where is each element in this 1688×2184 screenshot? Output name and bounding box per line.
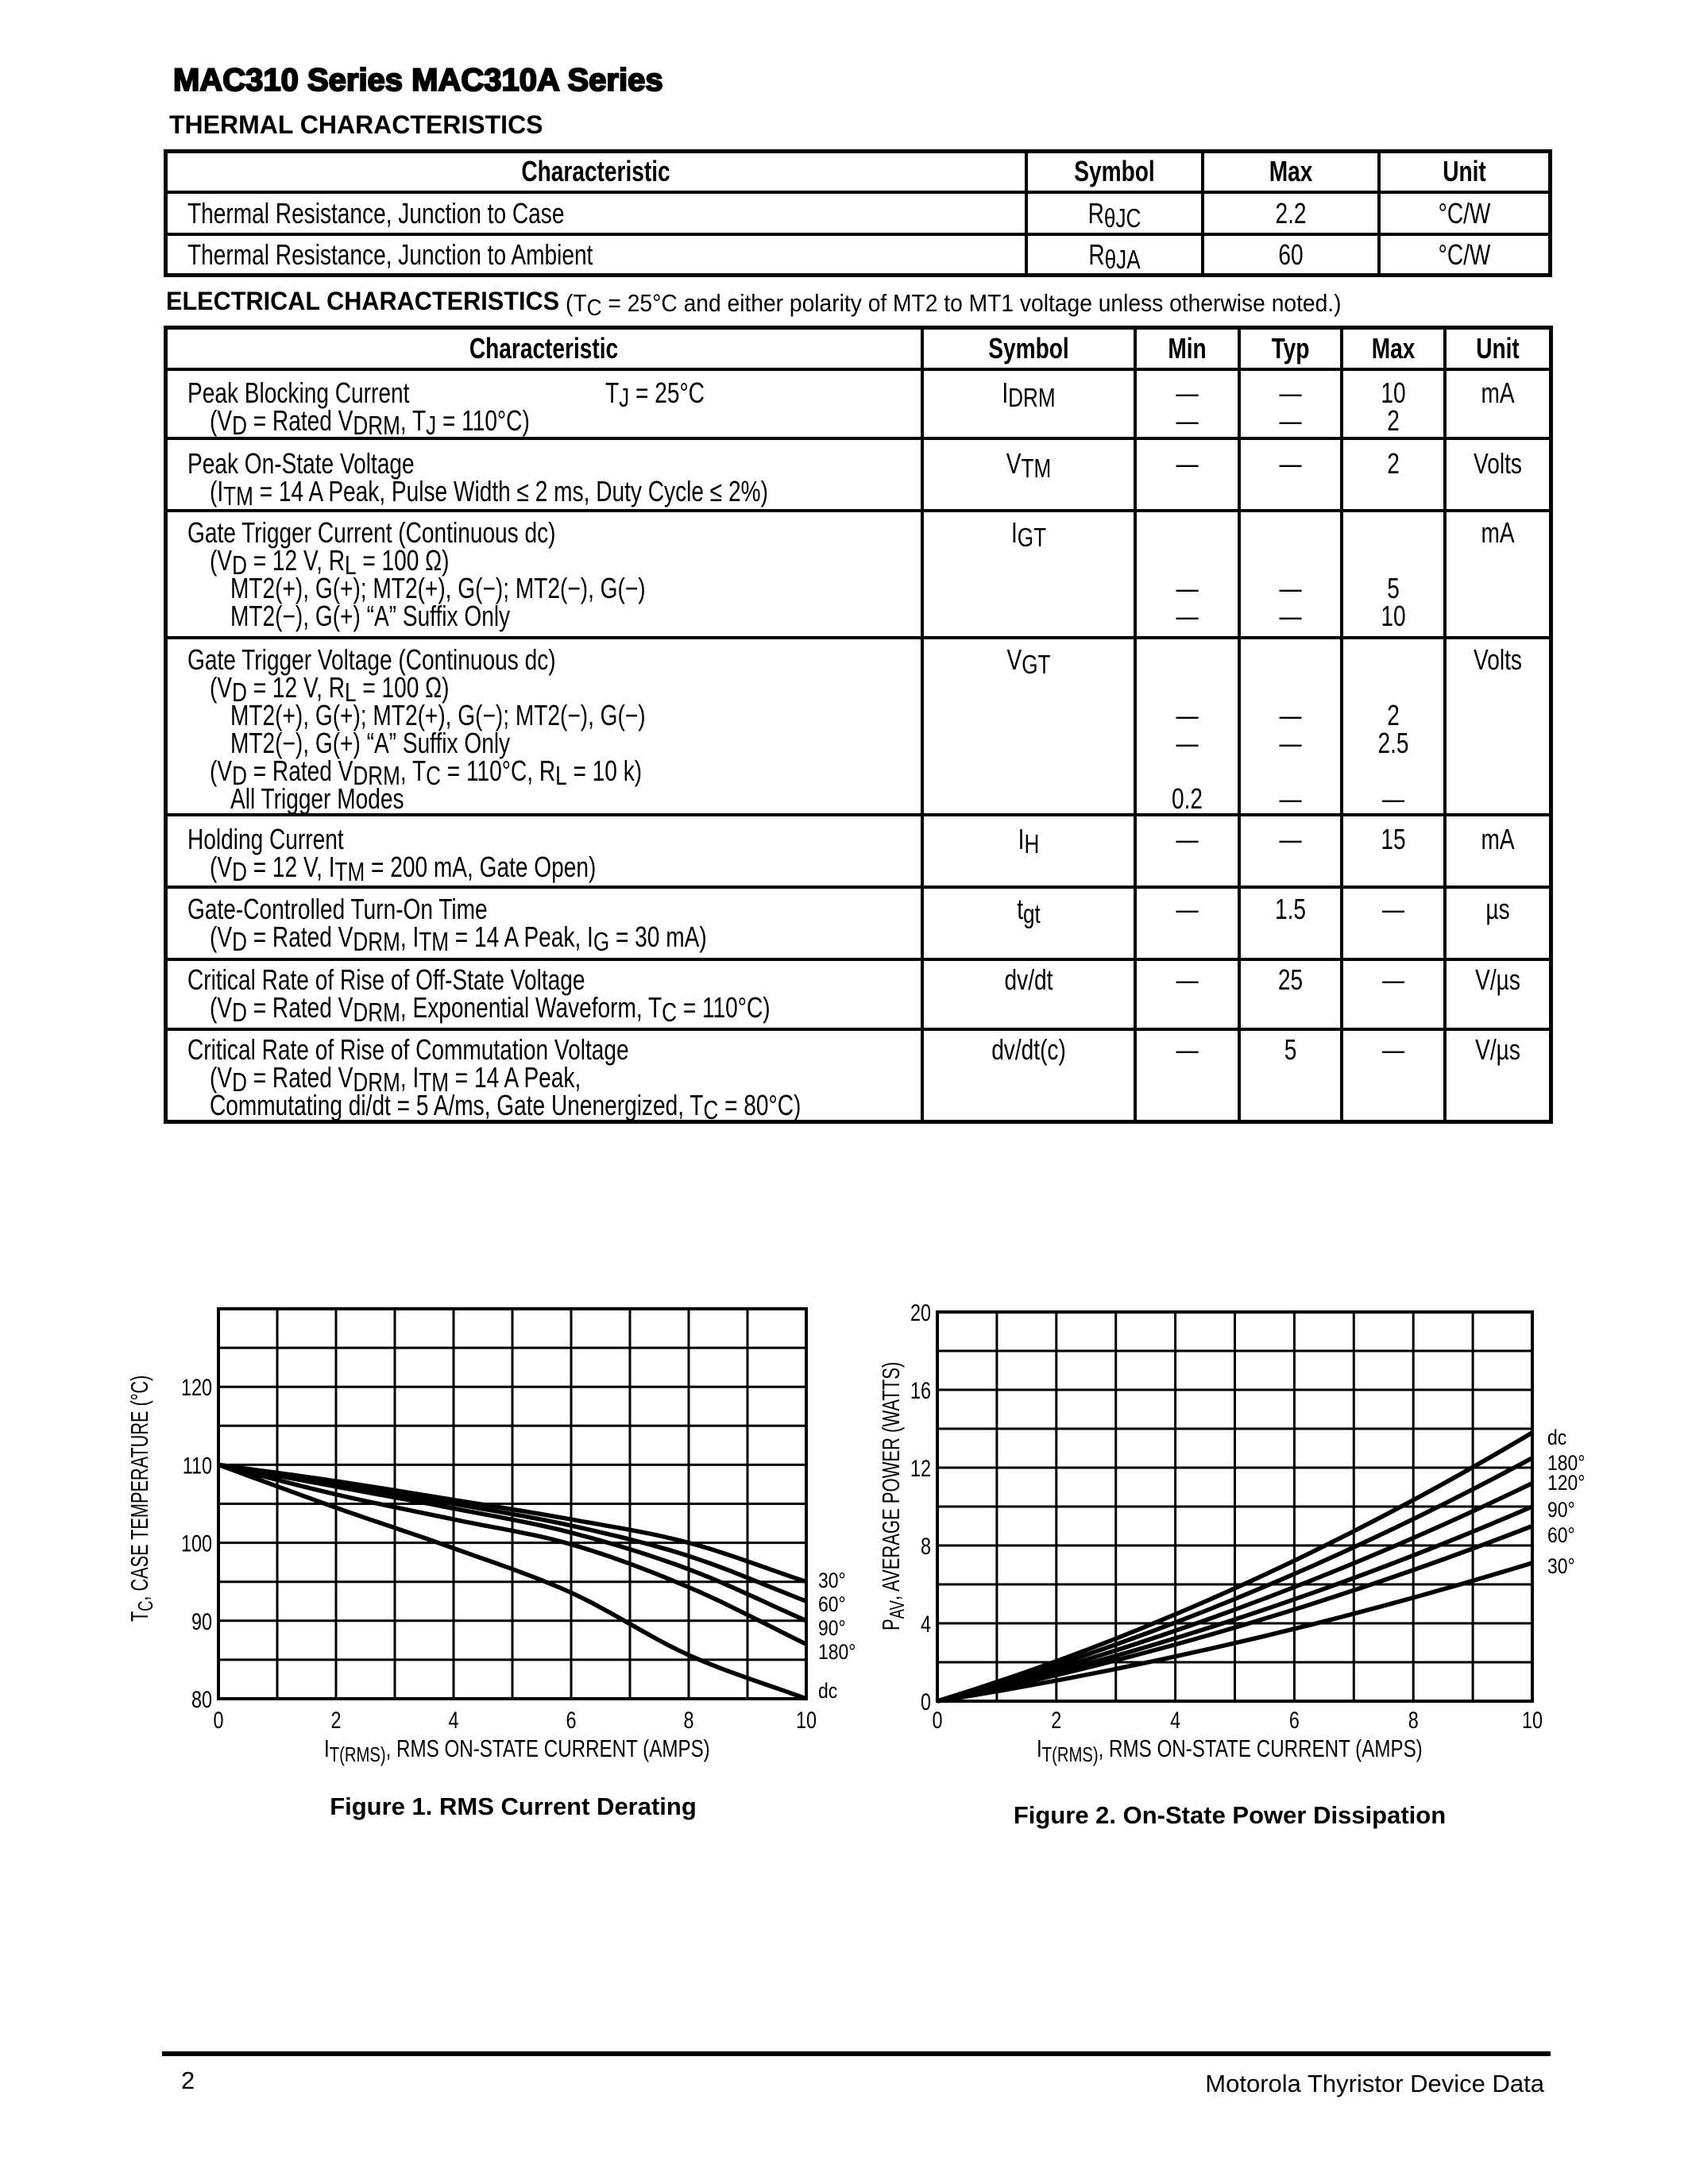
svg-text:180°: 180° [1547,1451,1585,1475]
svg-text:4: 4 [1170,1707,1180,1733]
svg-text:2: 2 [330,1707,341,1733]
svg-text:PAV, AVERAGE POWER (WATTS): PAV, AVERAGE POWER (WATTS) [877,1362,908,1630]
svg-text:20: 20 [910,1299,931,1325]
svg-text:90: 90 [191,1608,212,1634]
svg-text:60°: 60° [1547,1523,1575,1547]
svg-text:120: 120 [181,1374,212,1400]
svg-text:90°: 90° [1547,1498,1575,1522]
svg-text:4: 4 [921,1611,931,1637]
svg-text:0: 0 [921,1688,931,1715]
svg-text:dc: dc [818,1679,837,1703]
svg-text:12: 12 [910,1455,931,1481]
svg-text:IT(RMS), RMS ON-STATE CURRENT: IT(RMS), RMS ON-STATE CURRENT (AMPS) [1037,1734,1423,1765]
svg-text:100: 100 [181,1530,212,1557]
svg-text:8: 8 [1408,1707,1419,1733]
svg-text:TC, CASE TEMPERATURE (°C): TC, CASE TEMPERATURE (°C) [126,1376,157,1622]
svg-text:80: 80 [191,1686,212,1712]
svg-text:10: 10 [796,1707,817,1733]
svg-text:6: 6 [1289,1707,1300,1733]
svg-text:8: 8 [683,1707,693,1733]
svg-text:dc: dc [1547,1426,1566,1449]
svg-text:180°: 180° [818,1640,856,1664]
svg-text:0: 0 [932,1707,942,1733]
svg-text:90°: 90° [818,1616,846,1640]
svg-text:16: 16 [910,1377,931,1403]
svg-text:60°: 60° [818,1592,846,1616]
svg-text:0: 0 [213,1707,223,1733]
svg-text:4: 4 [448,1707,458,1733]
svg-text:8: 8 [921,1533,931,1559]
svg-text:6: 6 [566,1707,576,1733]
svg-text:110: 110 [183,1453,212,1479]
svg-text:30°: 30° [1547,1554,1575,1578]
svg-text:10: 10 [1522,1707,1543,1733]
svg-text:30°: 30° [818,1569,846,1592]
svg-text:IT(RMS), RMS ON-STATE CURRENT: IT(RMS), RMS ON-STATE CURRENT (AMPS) [324,1734,710,1765]
svg-text:2: 2 [1051,1707,1061,1733]
svg-text:120°: 120° [1547,1471,1585,1495]
